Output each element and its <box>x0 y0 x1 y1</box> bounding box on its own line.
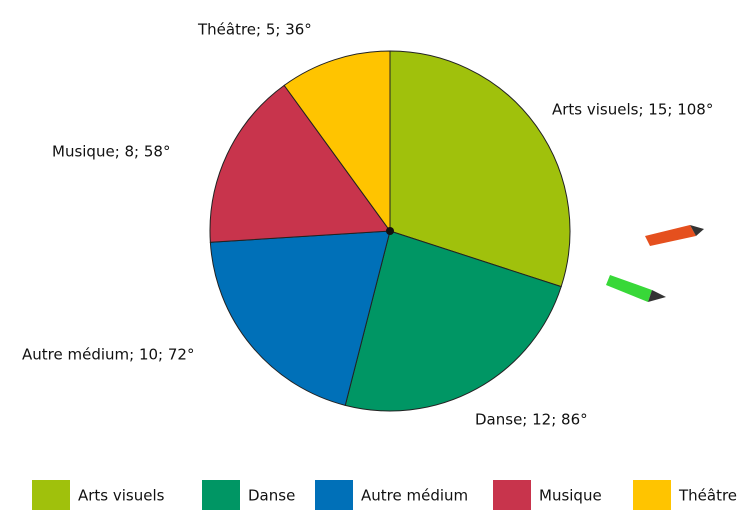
legend-swatch <box>315 480 353 510</box>
data-label: Musique; 8; 58° <box>52 143 170 161</box>
pie-slice <box>209 84 391 243</box>
pie-slice <box>389 50 571 288</box>
marker-decoration <box>606 225 704 302</box>
legend-label: Musique <box>539 487 602 505</box>
data-label: Danse; 12; 86° <box>475 411 588 429</box>
pie-slice <box>209 230 391 406</box>
legend-label: Théâtre <box>678 487 737 505</box>
data-label: Autre médium; 10; 72° <box>22 346 194 364</box>
legend-swatch <box>493 480 531 510</box>
legend-label: Danse <box>248 487 295 505</box>
data-label: Théâtre; 5; 36° <box>197 21 312 39</box>
pie-slice <box>283 50 391 233</box>
pie-center <box>386 227 394 235</box>
pie-slice <box>344 230 562 412</box>
legend-swatch <box>633 480 671 510</box>
legend-label: Autre médium <box>361 487 468 505</box>
legend-swatch <box>32 480 70 510</box>
legend-swatch <box>202 480 240 510</box>
data-label: Arts visuels; 15; 108° <box>552 101 713 119</box>
legend-label: Arts visuels <box>78 487 165 505</box>
